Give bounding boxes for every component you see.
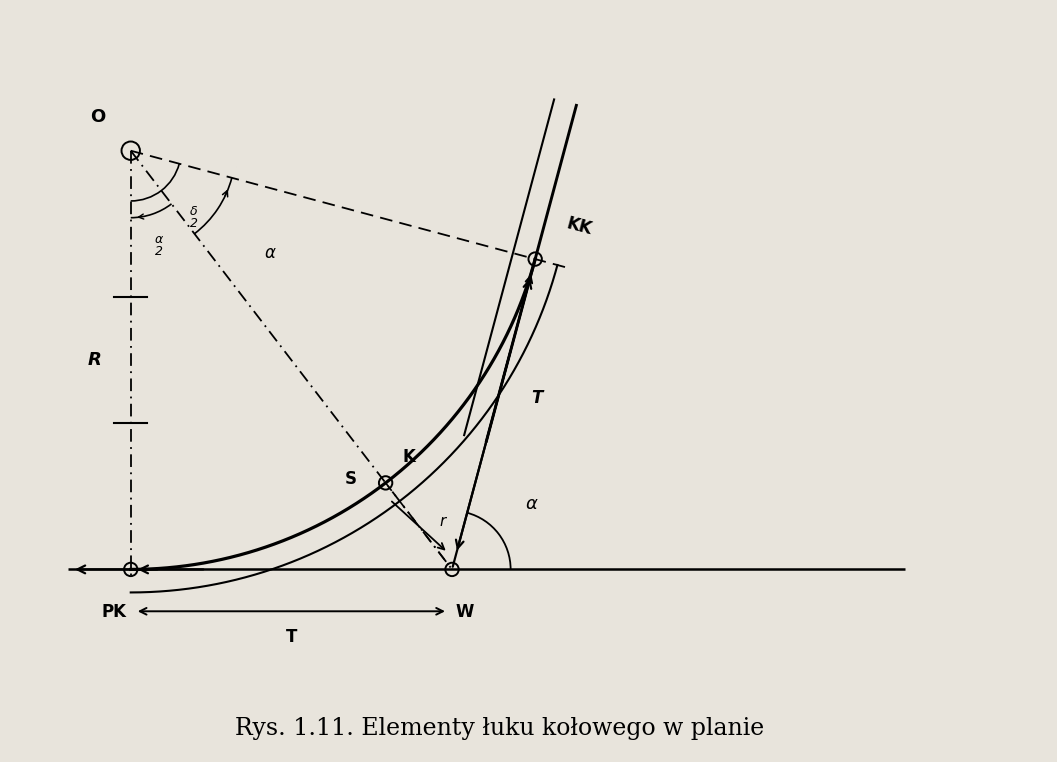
Text: K: K <box>403 448 415 466</box>
Text: r: r <box>440 514 446 530</box>
Text: T: T <box>532 389 542 407</box>
Text: PK: PK <box>101 603 127 621</box>
Text: α: α <box>264 244 276 262</box>
Text: KK: KK <box>564 214 594 239</box>
Text: S: S <box>345 469 356 488</box>
Text: α: α <box>525 495 537 514</box>
Text: W: W <box>456 603 474 621</box>
Text: R: R <box>88 351 101 369</box>
Text: δ
2: δ 2 <box>190 205 198 229</box>
Text: Rys. 1.11. Elementy łuku kołowego w planie: Rys. 1.11. Elementy łuku kołowego w plan… <box>235 717 764 740</box>
Text: O: O <box>90 107 106 126</box>
Text: T: T <box>285 628 297 646</box>
Text: α
2: α 2 <box>154 233 163 258</box>
